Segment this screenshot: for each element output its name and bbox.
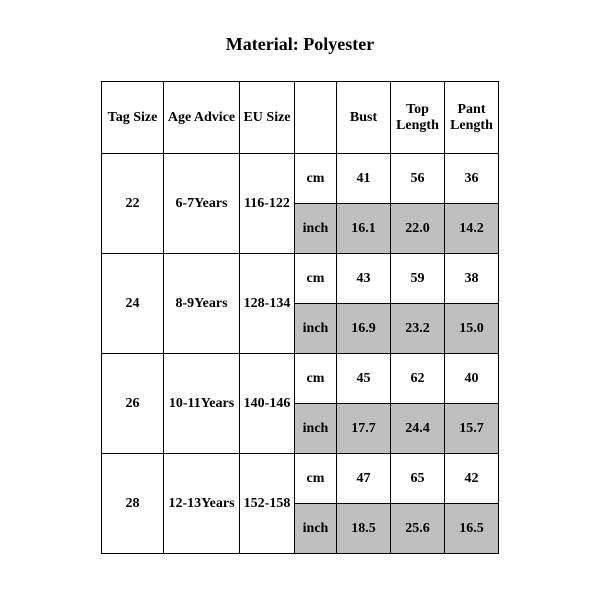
cell-pant-length-inch: 15.0 (445, 304, 499, 354)
cell-tag-size: 26 (102, 354, 164, 454)
cell-age-advice: 6-7Years (164, 154, 240, 254)
cell-unit-cm: cm (295, 354, 337, 404)
cell-bust-inch: 18.5 (337, 504, 391, 554)
cell-top-length-inch: 22.0 (391, 204, 445, 254)
cell-eu-size: 140-146 (240, 354, 295, 454)
cell-bust-inch: 16.9 (337, 304, 391, 354)
cell-top-length-cm: 62 (391, 354, 445, 404)
table-row: 26 10-11Years 140-146 cm 45 62 40 (102, 354, 499, 404)
table-row: 28 12-13Years 152-158 cm 47 65 42 (102, 454, 499, 504)
cell-top-length-cm: 59 (391, 254, 445, 304)
table-row: 24 8-9Years 128-134 cm 43 59 38 (102, 254, 499, 304)
cell-unit-inch: inch (295, 404, 337, 454)
cell-pant-length-inch: 16.5 (445, 504, 499, 554)
col-eu-size: EU Size (240, 82, 295, 154)
cell-top-length-inch: 24.4 (391, 404, 445, 454)
col-age-advice: Age Advice (164, 82, 240, 154)
page: Material: Polyester Tag Size Age Advice … (0, 0, 600, 600)
cell-unit-inch: inch (295, 504, 337, 554)
cell-tag-size: 24 (102, 254, 164, 354)
cell-eu-size: 128-134 (240, 254, 295, 354)
col-pant-length: Pant Length (445, 82, 499, 154)
cell-top-length-inch: 23.2 (391, 304, 445, 354)
col-tag-size: Tag Size (102, 82, 164, 154)
cell-pant-length-inch: 14.2 (445, 204, 499, 254)
cell-pant-length-cm: 36 (445, 154, 499, 204)
col-unit (295, 82, 337, 154)
cell-pant-length-cm: 42 (445, 454, 499, 504)
table-header-row: Tag Size Age Advice EU Size Bust Top Len… (102, 82, 499, 154)
cell-pant-length-inch: 15.7 (445, 404, 499, 454)
cell-unit-inch: inch (295, 204, 337, 254)
cell-unit-inch: inch (295, 304, 337, 354)
cell-pant-length-cm: 40 (445, 354, 499, 404)
cell-top-length-cm: 65 (391, 454, 445, 504)
cell-top-length-cm: 56 (391, 154, 445, 204)
size-table: Tag Size Age Advice EU Size Bust Top Len… (101, 81, 499, 554)
cell-eu-size: 116-122 (240, 154, 295, 254)
cell-top-length-inch: 25.6 (391, 504, 445, 554)
page-title: Material: Polyester (0, 34, 600, 55)
cell-unit-cm: cm (295, 154, 337, 204)
cell-unit-cm: cm (295, 454, 337, 504)
col-bust: Bust (337, 82, 391, 154)
cell-bust-cm: 43 (337, 254, 391, 304)
cell-bust-cm: 45 (337, 354, 391, 404)
cell-age-advice: 10-11Years (164, 354, 240, 454)
cell-tag-size: 28 (102, 454, 164, 554)
cell-unit-cm: cm (295, 254, 337, 304)
cell-bust-cm: 47 (337, 454, 391, 504)
cell-eu-size: 152-158 (240, 454, 295, 554)
cell-bust-inch: 16.1 (337, 204, 391, 254)
cell-bust-inch: 17.7 (337, 404, 391, 454)
col-top-length: Top Length (391, 82, 445, 154)
cell-age-advice: 8-9Years (164, 254, 240, 354)
table-row: 22 6-7Years 116-122 cm 41 56 36 (102, 154, 499, 204)
cell-pant-length-cm: 38 (445, 254, 499, 304)
cell-bust-cm: 41 (337, 154, 391, 204)
cell-tag-size: 22 (102, 154, 164, 254)
cell-age-advice: 12-13Years (164, 454, 240, 554)
